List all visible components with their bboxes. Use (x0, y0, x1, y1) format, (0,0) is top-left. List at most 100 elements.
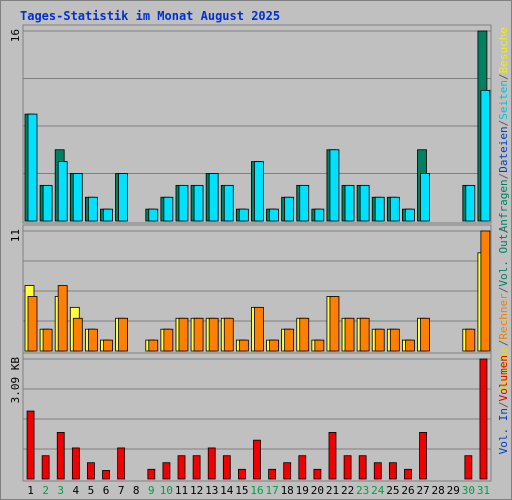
bar-mid-rechner-day-2 (42, 328, 53, 352)
bar-bot-volumen-day-17 (268, 468, 276, 480)
x-tick-label-day-4: 4 (73, 484, 80, 497)
bar-top-dateien-day-5 (87, 196, 98, 222)
bar-top-dateien-day-10 (163, 196, 174, 222)
bar-mid-rechner-day-31 (480, 230, 491, 352)
bar-top-dateien-day-6 (103, 208, 113, 222)
legend-item: / (497, 227, 510, 234)
bar-bot-volumen-day-14 (222, 455, 231, 480)
x-tick-label-day-11: 11 (175, 484, 188, 497)
x-tick-label-day-17: 17 (265, 484, 278, 497)
bar-bot-volumen-day-11 (177, 455, 186, 480)
panel-top-ymax-label: 16 (9, 29, 22, 42)
bar-bot-volumen-day-19 (298, 455, 307, 480)
x-tick-label-day-5: 5 (88, 484, 95, 497)
bar-top-dateien-day-4 (72, 173, 83, 222)
bar-bot-volumen-day-15 (238, 468, 246, 480)
bar-bot-volumen-day-13 (207, 447, 216, 480)
bar-top-dateien-day-16 (254, 161, 264, 222)
legend-item: Besuche (497, 27, 510, 73)
bar-top-dateien-day-7 (118, 173, 128, 222)
panel-mid-legend: Besuche/Rechner/Vol. Out/ (497, 227, 510, 393)
legend-item: Besuche (497, 346, 510, 392)
x-tick-label-day-22: 22 (341, 484, 354, 497)
x-tick-label-day-31: 31 (477, 484, 490, 497)
bar-mid-rechner-day-13 (208, 317, 219, 352)
bar-bot-volumen-day-21 (328, 431, 337, 480)
bar-top-dateien-day-1 (27, 113, 38, 222)
bar-top-dateien-day-26 (405, 208, 415, 222)
bar-bot-volumen-day-31 (479, 358, 488, 480)
bar-bot-volumen-day-26 (404, 468, 412, 480)
bar-top-dateien-day-20 (314, 208, 325, 222)
x-tick-label-day-24: 24 (371, 484, 385, 497)
bar-top-dateien-day-25 (389, 196, 400, 222)
bar-mid-rechner-day-23 (359, 317, 370, 352)
bar-top-dateien-day-9 (148, 208, 159, 222)
legend-item: Seiten (497, 80, 510, 120)
x-tick-label-day-26: 26 (401, 484, 414, 497)
bar-mid-rechner-day-22 (344, 317, 355, 352)
x-tick-label-day-14: 14 (220, 484, 234, 497)
x-tick-label-day-16: 16 (250, 484, 263, 497)
bar-top-dateien-day-14 (223, 184, 234, 222)
bar-top-dateien-day-3 (57, 161, 68, 222)
bar-top-dateien-day-17 (269, 208, 279, 222)
bar-top-dateien-day-11 (178, 184, 189, 222)
legend-item: / (497, 401, 510, 408)
bar-mid-rechner-day-27 (420, 317, 430, 352)
panel-mid-ymax-label: 11 (9, 229, 22, 242)
bar-bot-volumen-day-22 (343, 455, 352, 480)
bar-top-dateien-day-31 (480, 89, 491, 222)
x-tick-label-day-29: 29 (447, 484, 460, 497)
bar-bot-volumen-day-7 (117, 447, 126, 480)
bar-mid-rechner-day-6 (103, 339, 113, 352)
bar-mid-rechner-day-1 (27, 296, 38, 352)
bar-mid-rechner-day-20 (314, 339, 325, 352)
legend-item: Vol. In (497, 408, 510, 454)
bar-mid-rechner-day-30 (465, 328, 476, 352)
bar-bot-volumen-day-16 (253, 439, 261, 480)
bar-bot-volumen-day-23 (358, 455, 367, 480)
bar-mid-rechner-day-21 (329, 296, 340, 352)
x-tick-label-day-30: 30 (462, 484, 475, 497)
bar-bot-volumen-day-27 (419, 431, 427, 480)
bar-top-dateien-day-15 (238, 208, 249, 222)
bar-mid-rechner-day-14 (223, 317, 234, 352)
x-tick-label-day-2: 2 (42, 484, 49, 497)
bar-top-dateien-day-23 (359, 184, 370, 222)
x-tick-label-day-1: 1 (27, 484, 34, 497)
x-tick-label-day-20: 20 (311, 484, 324, 497)
legend-item: / (497, 120, 510, 127)
bar-bot-volumen-day-25 (388, 462, 397, 480)
bar-mid-rechner-day-11 (178, 317, 189, 352)
x-tick-label-day-28: 28 (432, 484, 445, 497)
bar-mid-rechner-day-18 (284, 328, 295, 352)
legend-item: Rechner (497, 293, 510, 340)
bar-top-dateien-day-19 (299, 184, 310, 222)
bar-bot-volumen-day-6 (102, 470, 110, 480)
legend-item: / (497, 73, 510, 80)
bar-bot-volumen-day-24 (373, 462, 382, 480)
x-tick-label-day-6: 6 (103, 484, 110, 497)
x-tick-label-day-21: 21 (326, 484, 339, 497)
bar-bot-volumen-day-30 (464, 455, 473, 480)
panel-bot-ymax-label: 3.09 KB (9, 357, 22, 404)
bar-mid-rechner-day-4 (72, 317, 83, 352)
bar-mid-rechner-day-16 (254, 306, 264, 352)
legend-item: Volumen (497, 355, 510, 401)
bar-top-dateien-day-2 (42, 184, 53, 222)
bar-bot-volumen-day-2 (41, 455, 50, 480)
x-tick-label-day-13: 13 (205, 484, 218, 497)
bar-bot-volumen-day-1 (26, 410, 35, 480)
x-tick-label-day-19: 19 (296, 484, 309, 497)
bar-bot-volumen-day-9 (147, 468, 156, 480)
x-tick-label-day-23: 23 (356, 484, 369, 497)
bar-mid-rechner-day-10 (163, 328, 174, 352)
bar-mid-rechner-day-5 (87, 328, 98, 352)
bar-top-dateien-day-18 (284, 196, 295, 222)
bar-top-dateien-day-13 (208, 173, 219, 222)
legend-item: / (497, 287, 510, 294)
bar-mid-rechner-day-24 (374, 328, 385, 352)
bar-top-dateien-day-24 (374, 196, 385, 222)
